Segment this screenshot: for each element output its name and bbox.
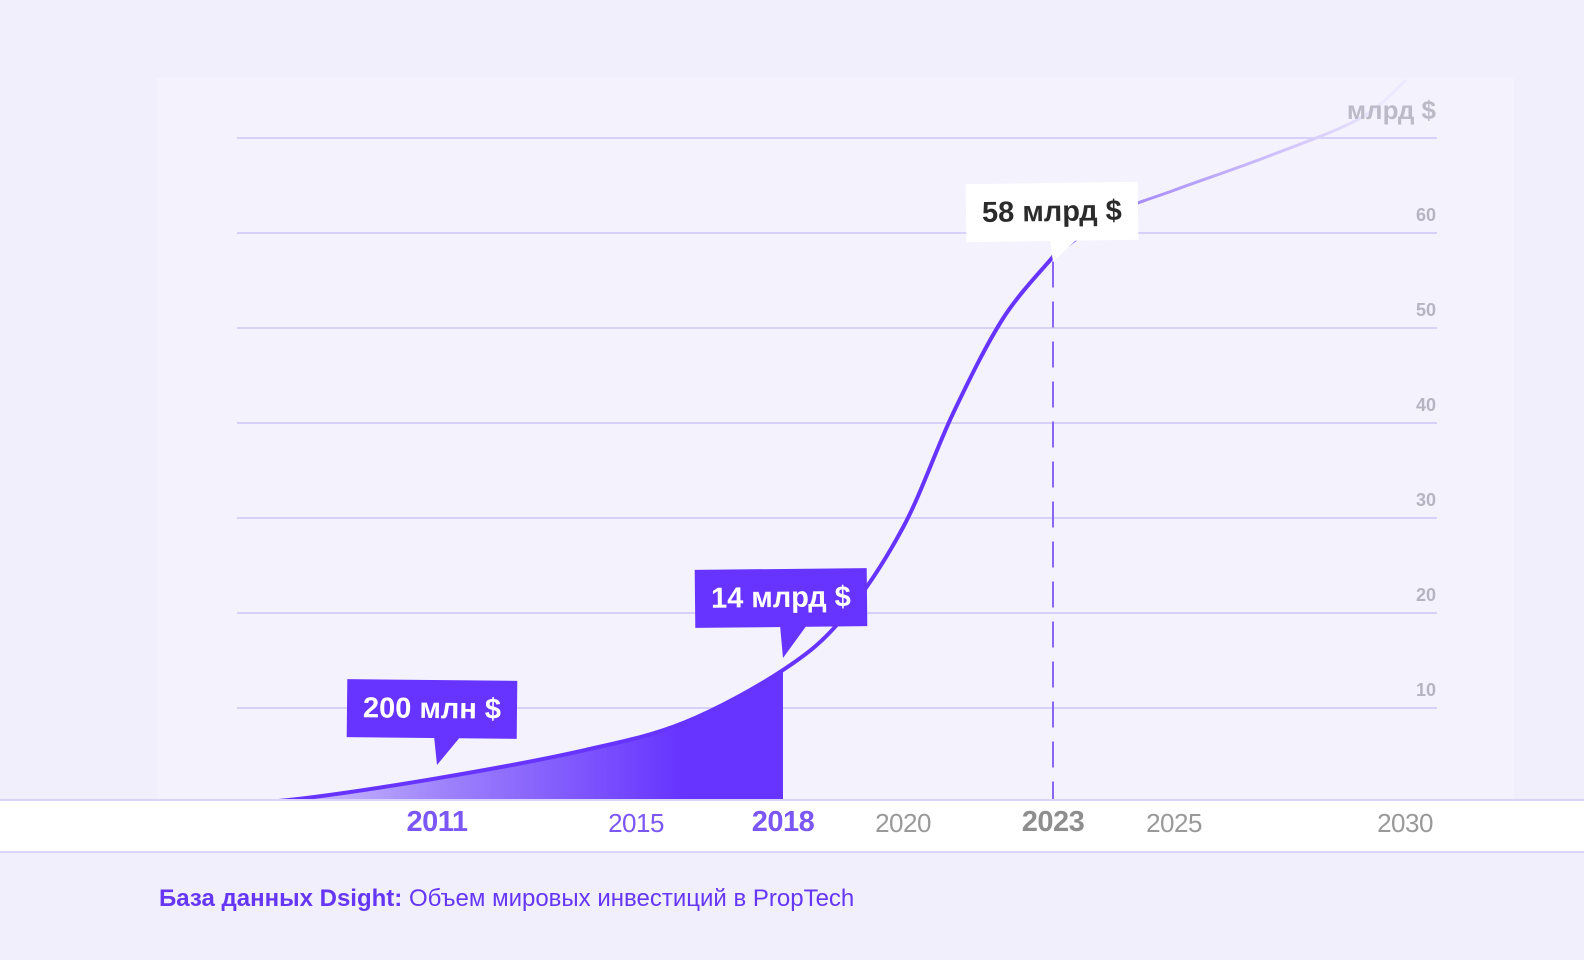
- y-tick-label: 20: [1415, 585, 1436, 605]
- caption-text: Объем мировых инвестиций в PropTech: [408, 885, 855, 912]
- chart-caption: База данных Dsight: Объем мировых инвест…: [159, 885, 854, 913]
- y-tick-label: 50: [1415, 300, 1436, 320]
- x-tick-2023: 2023: [1021, 806, 1085, 838]
- callout-1: 200 млн $: [346, 679, 518, 739]
- x-axis-band: [0, 799, 1584, 853]
- x-tick-2015: 2015: [608, 808, 664, 838]
- callout-3: 58 млрд $: [965, 181, 1139, 243]
- y-axis-unit-label: млрд $: [1346, 95, 1436, 125]
- series-line-historic: [211, 254, 1055, 805]
- y-tick-label: 60: [1415, 205, 1436, 225]
- y-tick-label: 30: [1415, 490, 1436, 510]
- x-tick-2025: 2025: [1146, 808, 1202, 838]
- x-tick-2020: 2020: [875, 808, 931, 838]
- x-tick-2030: 2030: [1377, 808, 1433, 838]
- callout-tail: [434, 736, 461, 765]
- area-fill-to-2018: [213, 670, 783, 803]
- x-tick-2018: 2018: [751, 806, 815, 838]
- y-tick-label: 10: [1415, 680, 1436, 700]
- y-tick-label: 40: [1415, 395, 1436, 415]
- callout-2: 14 млрд $: [694, 568, 868, 628]
- caption-source: База данных Dsight:: [159, 885, 403, 912]
- callout-tail: [1050, 239, 1077, 262]
- callout-tail: [780, 625, 807, 658]
- x-tick-2011: 2011: [406, 806, 468, 838]
